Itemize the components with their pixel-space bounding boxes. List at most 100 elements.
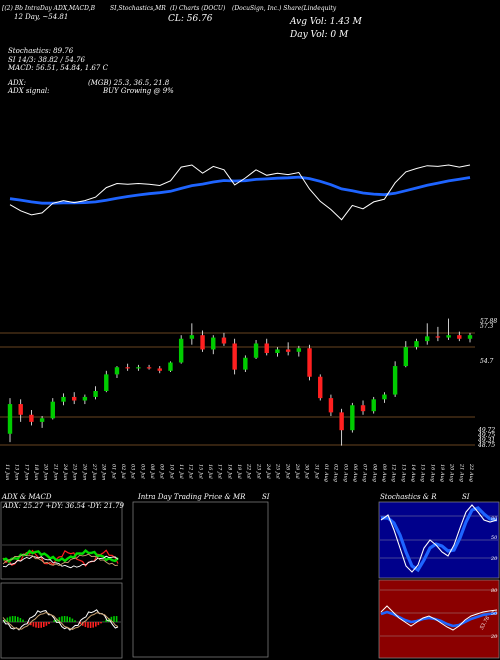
- date-label: 08 Jul: [149, 464, 155, 479]
- avg-vol-label: Avg Vol: 1.43 M: [290, 17, 362, 27]
- candle-body: [7, 404, 13, 434]
- macd-histogram-bar: [87, 622, 89, 628]
- stoch-level-80: 80: [491, 516, 498, 522]
- date-label: 15 Aug: [420, 464, 426, 482]
- candle-body: [71, 396, 77, 401]
- price-label-1: 57.88: [480, 318, 498, 325]
- date-label: 11 Jun: [4, 464, 10, 480]
- candle-body: [136, 367, 141, 369]
- date-label: 20 Aug: [449, 463, 455, 482]
- macd-histogram-bar: [108, 617, 110, 622]
- date-label: 17 Jun: [23, 464, 29, 480]
- date-label: 31 Jul: [313, 464, 319, 479]
- candle-body: [446, 335, 451, 338]
- macd-histogram-bar: [74, 620, 76, 622]
- candle-body: [189, 335, 195, 339]
- date-label: 21 Aug: [458, 463, 464, 482]
- adx-panel: [0, 501, 123, 580]
- date-label: 29 Jul: [294, 463, 300, 479]
- date-label: 18 Jul: [226, 464, 232, 479]
- candle-body: [146, 367, 152, 369]
- macd-label: MACD: 56.51, 54.84, 1.67 C: [8, 64, 108, 72]
- macd-histogram-bar: [110, 616, 113, 622]
- macd-histogram-bar: [27, 622, 29, 624]
- date-label: 05 Jul: [139, 464, 145, 479]
- candle-body: [285, 349, 291, 352]
- date-label: 14 Aug: [410, 464, 416, 482]
- macd-histogram-bar: [113, 616, 115, 622]
- macd-lines: [2, 609, 121, 631]
- intraday-panel: [132, 501, 269, 658]
- date-label: 02 Aug: [333, 464, 339, 482]
- candle-body: [392, 366, 398, 395]
- date-label: 11 Jul: [178, 464, 184, 479]
- candle-body: [125, 367, 130, 369]
- macd-histogram-bar: [22, 619, 24, 622]
- date-label: 13 Jun: [14, 464, 20, 480]
- macd-histogram-bar: [32, 622, 35, 627]
- macd-histogram-bar: [63, 616, 66, 622]
- date-label: 22 Jul: [246, 463, 252, 479]
- macd-histogram-bar: [6, 617, 9, 622]
- date-axis: 11 Jun 13 Jun 17 Jun 18 Jun 20 Jun 21 Jun 24 J…: [4, 463, 474, 482]
- candle-body: [50, 401, 55, 419]
- adx-panel-title: ADX & MACD: [2, 493, 52, 501]
- stoch-panel-title: Stochastics & R: [380, 493, 437, 501]
- price-label-2: 57.3: [480, 323, 494, 330]
- date-label: 08 Aug: [371, 464, 377, 482]
- date-label: 10 Jul: [168, 464, 174, 479]
- date-label: 03 Jul: [130, 464, 136, 479]
- macd-histogram-bar: [100, 622, 102, 624]
- macd-histogram-bar: [105, 619, 107, 622]
- macd-histogram-bar: [82, 622, 84, 626]
- stoch-d-line: [381, 506, 498, 573]
- macd-histogram-bar: [48, 622, 50, 625]
- candlesticks: [7, 318, 473, 446]
- intraday-panel-title: Intra Day Trading Price & MR: [138, 493, 246, 501]
- macd-histogram-bar: [56, 618, 58, 622]
- date-label: 27 Jun: [91, 463, 97, 480]
- macd-histogram-bar: [14, 616, 16, 622]
- day-vol-label: Day Vol: 0 M: [290, 30, 349, 40]
- date-label: 15 Jul: [197, 464, 203, 479]
- macd-histogram-bar: [115, 616, 118, 622]
- macd-histogram-bar: [84, 622, 87, 628]
- candle-body: [414, 341, 419, 348]
- macd-histogram-bar: [30, 622, 32, 626]
- date-label: 22 Aug: [468, 463, 474, 482]
- candle-body: [39, 418, 45, 422]
- candle-body: [457, 335, 462, 339]
- candle-body: [61, 396, 66, 402]
- date-label: 16 Aug: [429, 464, 435, 482]
- date-label: 01 Aug: [323, 464, 329, 482]
- candle-body: [104, 374, 109, 391]
- date-label: 09 Aug: [381, 464, 387, 482]
- price-label-6: 49.31: [478, 437, 496, 444]
- macd-histogram-bar: [58, 617, 61, 622]
- price-gridlines: [0, 332, 475, 446]
- candle-body: [221, 337, 227, 344]
- macd-histogram-bar: [97, 622, 100, 626]
- date-label: 26 Jul: [284, 463, 290, 479]
- candle-body: [275, 349, 280, 353]
- macd-histogram-bar: [79, 622, 81, 625]
- stoch-k-line: [380, 504, 498, 573]
- macd-histogram-bar: [19, 618, 22, 622]
- candle-body: [328, 398, 334, 413]
- date-label: 26 Jun: [81, 463, 87, 480]
- date-label: 12 Aug: [391, 464, 397, 482]
- date-label: 16 Jul: [207, 464, 213, 479]
- candle-body: [371, 399, 376, 412]
- adx-signal-label: ADX signal:: [8, 87, 50, 95]
- candle-body: [82, 396, 88, 401]
- stochastics-label: Stochastics: 89.76: [8, 47, 74, 55]
- macd-histogram-bar: [71, 618, 74, 622]
- buy-growing-label: BUY Growing @ 9%: [103, 87, 174, 95]
- si-lines: [380, 589, 498, 637]
- adx-values-label: ADX: 25.27 +DY: 36.54 -DY: 21.79: [3, 502, 124, 510]
- candle-body: [403, 347, 409, 367]
- intraday-si-label: SI: [262, 493, 270, 501]
- day-label: 12 Day, ~54.81: [14, 13, 69, 21]
- candle-body: [264, 343, 269, 353]
